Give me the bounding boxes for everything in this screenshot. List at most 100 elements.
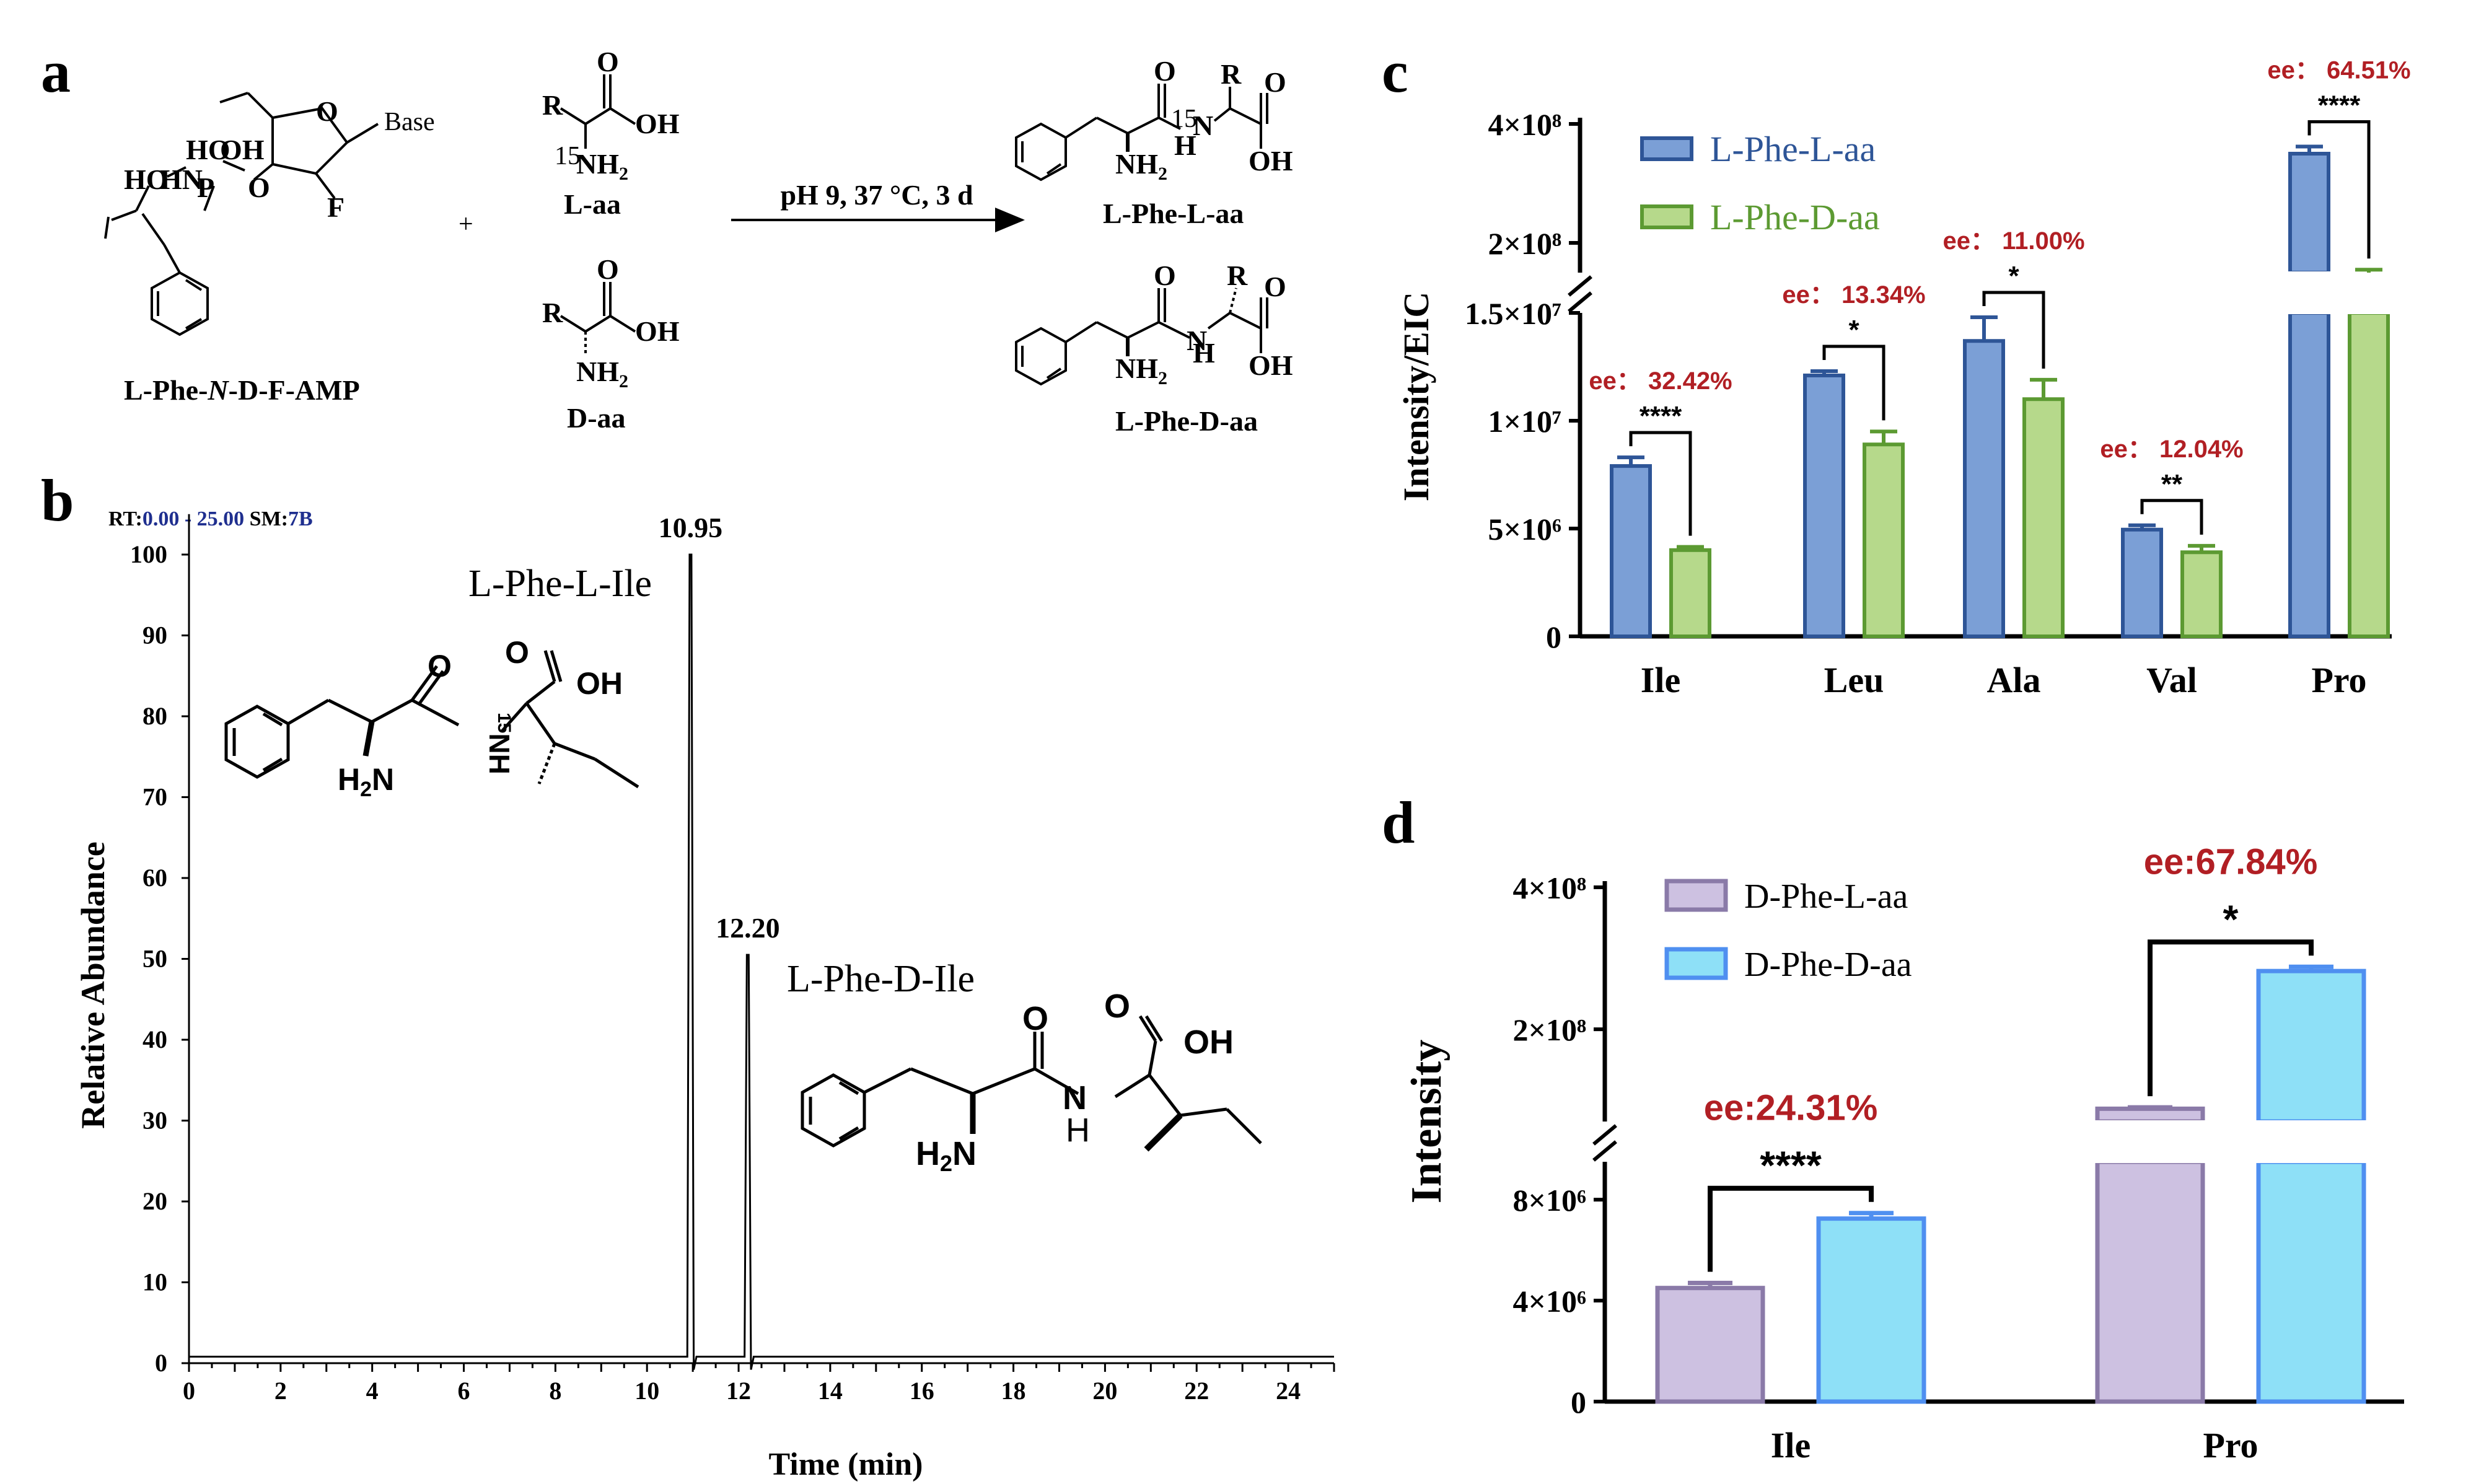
c-legend-label: L-Phe-D-aa [1710,197,1880,237]
c-ee-label: ee： 32.42% [1589,367,1732,395]
b-ytick-label: 10 [143,1268,167,1296]
b-ylabel: Relative Abundance [74,841,112,1129]
peak-1-rt-label: 10.95 [659,512,723,543]
chromatogram-trace: 10.95 12.20 [189,512,1334,1370]
p1-o: O [1154,55,1176,87]
daa-structure [560,282,636,356]
dile-n: N [1063,1079,1087,1117]
c-legend-swatch [1640,204,1693,229]
b-xlabel: Time (min) [769,1447,923,1482]
d-axis-break-mark [1592,1140,1617,1162]
reactant-structure [104,92,379,336]
d-ytick-label: 2×10⁸ [1513,1012,1586,1047]
d-significance-bracket [1708,1185,1874,1272]
p1-h: H [1174,130,1196,161]
d-legend-swatch [1664,947,1728,980]
b-xtick-label: 4 [366,1377,379,1405]
b-xtick-label: 22 [1184,1377,1209,1405]
c-significance-bracket [1629,431,1692,536]
c-ee-label: ee： 13.34% [1782,281,1925,309]
c-bar [1669,548,1711,638]
b-ytick-label: 30 [143,1107,167,1135]
daa-r: R [542,297,563,328]
panel-b-letter: b [41,467,74,533]
lile-oh: OH [576,666,623,701]
c-significance-stars: **** [1640,401,1682,431]
b-ytick-label: 60 [143,864,167,892]
d-axis-break-mark [1592,1124,1617,1146]
atom-o: O [248,172,270,203]
c-ytick-label: 0 [1546,620,1561,654]
p2-oh: OH [1249,349,1293,381]
c-bar-break-gap [2346,271,2392,314]
panel-a-letter: a [41,38,71,105]
c-bar [2022,397,2065,638]
bar-chart-d: 0 4×10⁶ 8×10⁶ 2×10⁸ 4×10⁸ **** ee:24.31% Ile * ee… [1513,841,2404,1465]
laa-structure [560,74,636,149]
b-xtick-label: 18 [1001,1377,1026,1405]
c-significance-stars: * [2008,261,2019,291]
peak-2-rt-label: 12.20 [716,912,780,944]
atom-ring-o: O [316,95,338,127]
c-bar [1963,339,2005,638]
d-bar [1816,1216,1926,1404]
reactant-label: L-Phe-N-D-F-AMP [124,374,360,406]
b-xtick-label: 2 [274,1377,287,1405]
atom-f: F [327,191,345,223]
d-ytick-label: 4×10⁶ [1513,1284,1586,1319]
b-xtick-label: 16 [910,1377,934,1405]
d-significance-bracket [2148,939,2314,1097]
b-ytick-label: 0 [155,1349,167,1377]
d-bar [1655,1286,1765,1404]
laa-n15: 15 [555,142,581,170]
c-significance-stars: * [1848,315,1859,345]
d-bar [2256,968,2366,1124]
d-legend-swatch [1664,879,1728,912]
b-ytick-label: 70 [143,783,167,811]
c-bar [2288,311,2330,638]
c-category-label: Leu [1824,660,1884,700]
panel-c-letter: c [1382,38,1408,105]
b-xtick-label: 6 [458,1377,470,1405]
atom-hn: HN [160,164,203,195]
d-significance-stars: **** [1760,1143,1822,1188]
d-ylabel: Intensity [1403,1040,1451,1203]
peak1-compound: L-Phe-L-Ile [468,563,652,605]
dile-h2n: H2N [916,1135,977,1176]
c-significance-bracket [2140,499,2203,535]
dile-oh: OH [1183,1024,1234,1061]
p2-nh2: NH2 [1115,353,1167,389]
product2-structure [1015,288,1268,386]
b-ytick-label: 90 [143,621,167,649]
p1-oh: OH [1249,145,1293,177]
c-legend-label: L-Phe-L-aa [1710,129,1876,169]
p2-r: R [1227,260,1248,291]
laa-oh: OH [635,108,680,139]
p1-r: R [1221,58,1242,90]
d-ee-label: ee:67.84% [2144,841,2318,882]
lile-o2: O [505,635,529,670]
p1-n: N [1193,110,1213,141]
d-ee-label: ee:24.31% [1704,1088,1878,1128]
rt-header: RT:0.00 - 25.00 SM:7B [108,507,313,530]
c-category-label: Pro [2311,660,2366,700]
c-ee-label: ee： 12.04% [2100,436,2243,463]
lile-o1: O [428,649,452,683]
d-legend-label: D-Phe-D-aa [1744,946,1912,984]
c-ytick-label: 1.5×10⁷ [1465,296,1561,331]
dile-o1: O [1022,1000,1048,1037]
c-bar [1863,442,1905,639]
b-xtick-label: 14 [818,1377,843,1405]
c-significance-stars: **** [2318,90,2361,120]
c-ytick-label: 5×10⁶ [1488,512,1561,547]
plus-sign: + [459,210,473,239]
b-xtick-label: 8 [549,1377,561,1405]
panel-b: b RT:0.00 - 25.00 SM:7B 0102030405060708… [41,467,1335,1482]
daa-oh: OH [635,315,680,347]
c-bar [2180,550,2223,639]
c-bar [2288,152,2330,274]
c-significance-bracket [1822,345,1885,421]
c-bar [2121,527,2163,638]
